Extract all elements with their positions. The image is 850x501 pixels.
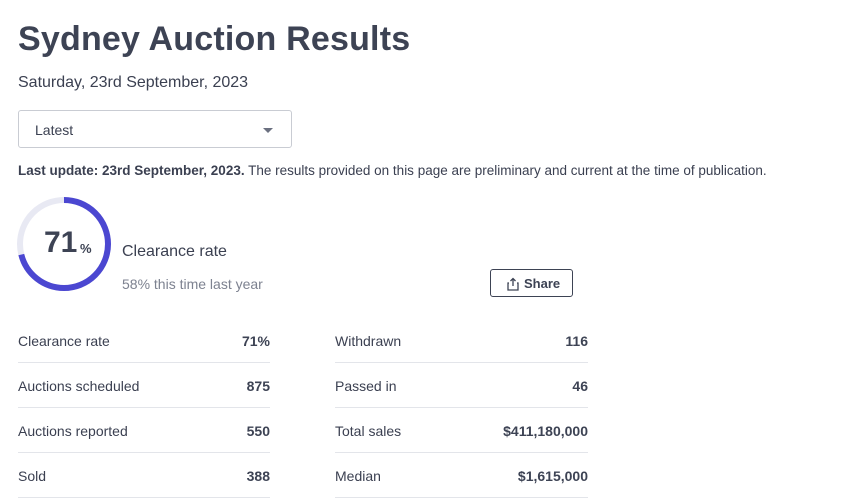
stat-value: 875 [246, 378, 270, 394]
stat-label: Passed in [335, 378, 397, 394]
stat-value: 550 [246, 423, 270, 439]
stat-row-sold: Sold 388 [18, 453, 270, 498]
last-update-note: Last update: 23rd September, 2023. The r… [18, 163, 767, 178]
stat-value: 46 [572, 378, 588, 394]
stat-value: 116 [565, 333, 588, 349]
results-period-select[interactable]: Latest [18, 110, 292, 148]
stat-row-median: Median $1,615,000 [335, 453, 588, 498]
stats-table-left: Clearance rate 71% Auctions scheduled 87… [18, 318, 270, 498]
stat-row-auctions-scheduled: Auctions scheduled 875 [18, 363, 270, 408]
share-button[interactable]: Share [490, 269, 573, 297]
select-value: Latest [35, 122, 74, 138]
share-label: Share [524, 276, 561, 291]
last-update-text: The results provided on this page are pr… [244, 163, 767, 178]
clearance-rate-label: Clearance rate [122, 243, 227, 260]
gauge-unit: % [80, 241, 92, 256]
clearance-rate-gauge [17, 197, 111, 291]
gauge-progress-arc [17, 197, 111, 291]
share-icon [507, 277, 519, 291]
stat-label: Sold [18, 468, 47, 484]
stats-table-right: Withdrawn 116 Passed in 46 Total sales $… [335, 318, 588, 498]
stat-row-total-sales: Total sales $411,180,000 [335, 408, 588, 453]
last-update-date: Last update: 23rd September, 2023. [18, 163, 245, 178]
stat-row-clearance-rate: Clearance rate 71% [18, 318, 270, 363]
stat-value: 71% [241, 333, 270, 349]
stat-row-withdrawn: Withdrawn 116 [335, 318, 588, 363]
stat-label: Auctions reported [18, 423, 128, 439]
stat-row-auctions-reported: Auctions reported 550 [18, 408, 270, 453]
page-title: Sydney Auction Results [18, 20, 411, 58]
stat-value: $411,180,000 [503, 423, 588, 439]
gauge-value: 71 [44, 226, 78, 259]
stat-label: Auctions scheduled [18, 378, 140, 394]
stat-label: Median [335, 468, 381, 484]
stat-value: $1,615,000 [517, 468, 588, 484]
clearance-rate-comparison: 58% this time last year [122, 276, 263, 292]
stat-value: 388 [246, 468, 270, 484]
chevron-down-icon [263, 128, 273, 133]
stat-label: Clearance rate [18, 333, 110, 349]
stat-label: Total sales [335, 423, 402, 439]
stat-row-passed-in: Passed in 46 [335, 363, 588, 408]
auction-date: Saturday, 23rd September, 2023 [18, 74, 249, 91]
stat-label: Withdrawn [335, 333, 402, 349]
